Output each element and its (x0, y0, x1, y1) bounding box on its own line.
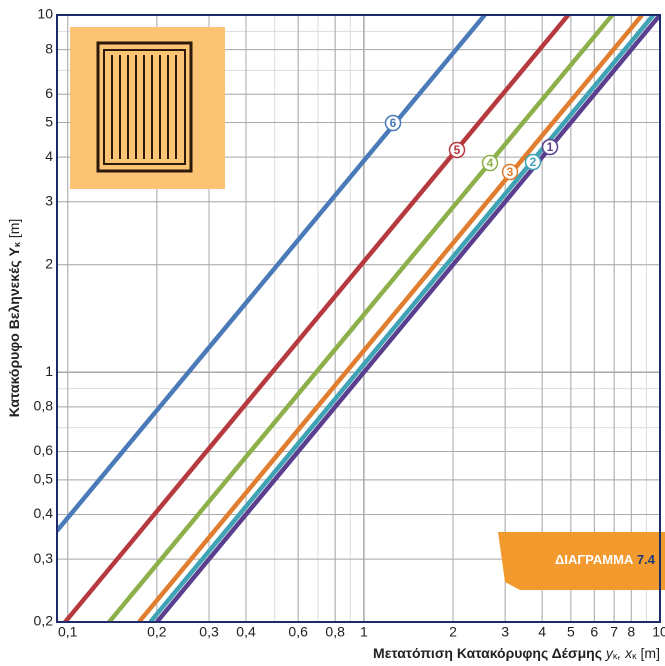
x-label-text: Μετατόπιση Κατακόρυφης Δέσμης (373, 645, 606, 661)
series-line (155, 15, 660, 622)
x-tick-label: 3 (501, 624, 509, 640)
x-axis-label: Μετατόπιση Κατακόρυφης Δέσμης yκ, xκ [m] (373, 645, 660, 662)
series-marker (501, 163, 519, 181)
x-tick-label: 0,1 (58, 624, 78, 640)
y-tick-label: 3 (45, 193, 53, 209)
series-label: 1 (547, 140, 554, 154)
x-tick-label: 6 (590, 624, 598, 640)
x-tick-label: 0,2 (147, 624, 167, 640)
y-axis-label: Κατακόρυφο Βεληνεκές Yκ [m] (6, 219, 23, 418)
y-tick-label: 10 (37, 6, 53, 22)
y-label-sub: κ (12, 241, 22, 247)
y-label-unit: [m] (6, 219, 22, 242)
plot-frame (56, 14, 661, 623)
icon-frame (96, 41, 193, 173)
series-label: 3 (507, 165, 514, 179)
series-label: 2 (530, 155, 537, 169)
x-tick-label: 0,6 (288, 624, 308, 640)
series-label: 4 (487, 156, 494, 170)
series-line (148, 15, 656, 622)
y-tick-label: 1 (45, 363, 53, 379)
x-tick-label: 4 (538, 624, 546, 640)
series-line (57, 15, 487, 533)
icon-bg (70, 27, 225, 189)
x-label-var: , x (617, 645, 633, 661)
y-tick-label: 8 (45, 40, 53, 56)
series-line (137, 15, 644, 622)
x-tick-label: 0,8 (325, 624, 345, 640)
x-label-sub: κ (613, 651, 618, 661)
x-tick-label: 10 (652, 624, 665, 640)
x-tick-label: 0,3 (199, 624, 219, 640)
series-marker (541, 138, 559, 156)
y-tick-label: 2 (45, 255, 53, 271)
x-label-unit: [m] (637, 645, 660, 661)
x-tick-label: 2 (449, 624, 457, 640)
y-tick-label: 6 (45, 85, 53, 101)
badge-number: 7.4 (637, 552, 656, 567)
y-label-text: Κατακόρυφο Βεληνεκές Y (6, 246, 22, 417)
series-label: 5 (454, 143, 461, 157)
y-tick-label: 0,2 (34, 613, 54, 629)
badge-bg (498, 532, 665, 590)
x-label-var: y (605, 645, 614, 661)
series-marker (384, 114, 402, 132)
series-marker (448, 141, 466, 159)
x-tick-label: 7 (610, 624, 618, 640)
icon (70, 27, 225, 189)
series-label: 6 (390, 116, 397, 130)
badge: ΔΙΑΓΡΑΜΜΑ 7.4 (498, 532, 665, 590)
y-tick-label: 0,5 (34, 471, 54, 487)
series-line (63, 15, 570, 622)
y-tick-label: 0,8 (34, 398, 54, 414)
y-tick-label: 5 (45, 113, 53, 129)
x-tick-label: 0,4 (236, 624, 256, 640)
icon-slats (111, 55, 177, 159)
badge-word: ΔΙΑΓΡΑΜΜΑ (555, 552, 637, 567)
x-label-sub: κ (632, 651, 637, 661)
series-line (107, 15, 615, 622)
y-tick-label: 0,6 (34, 442, 54, 458)
y-tick-label: 0,4 (34, 505, 54, 521)
y-tick-label: 0,3 (34, 550, 54, 566)
series-marker (524, 153, 542, 171)
series-marker (481, 154, 499, 172)
icon-frame-inner (103, 49, 186, 165)
x-tick-label: 5 (567, 624, 575, 640)
lines (57, 15, 660, 622)
badge-text: ΔΙΑΓΡΑΜΜΑ 7.4 (555, 552, 656, 567)
y-tick-label: 4 (45, 148, 53, 164)
x-tick-label: 1 (360, 624, 368, 640)
x-tick-label: 8 (627, 624, 635, 640)
